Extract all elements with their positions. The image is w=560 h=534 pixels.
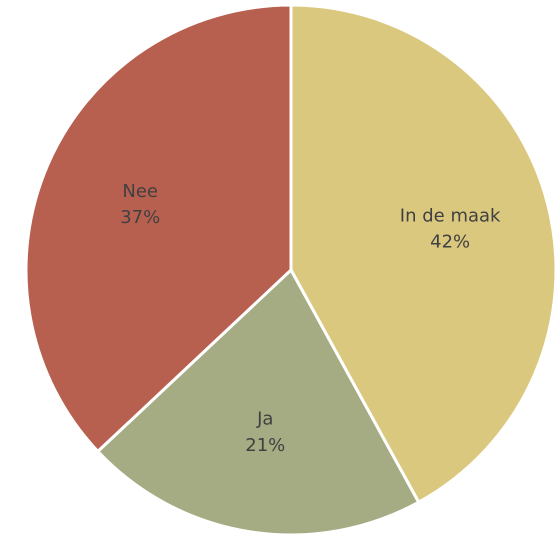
slice-category-label-1: Ja: [256, 409, 273, 430]
pie-slice-1: [96, 268, 421, 534]
pie-slice-0: [289, 3, 558, 504]
slice-category-label-2: Nee: [122, 181, 158, 202]
pie-data-label-1: Ja 21%: [245, 409, 285, 456]
pie-labels: In de maak 42% Ja 21% Nee 37%: [120, 181, 501, 456]
slice-percent-label-1: 21%: [245, 435, 285, 456]
slice-percent-label-2: 37%: [120, 207, 160, 228]
slice-category-label-0: In de maak: [400, 206, 501, 227]
pie-slices: [24, 3, 558, 534]
pie-data-label-2: Nee 37%: [120, 181, 160, 228]
pie-slice-2: [24, 3, 293, 453]
slice-percent-label-0: 42%: [430, 232, 470, 253]
pie-data-label-0: In de maak 42%: [400, 206, 501, 253]
